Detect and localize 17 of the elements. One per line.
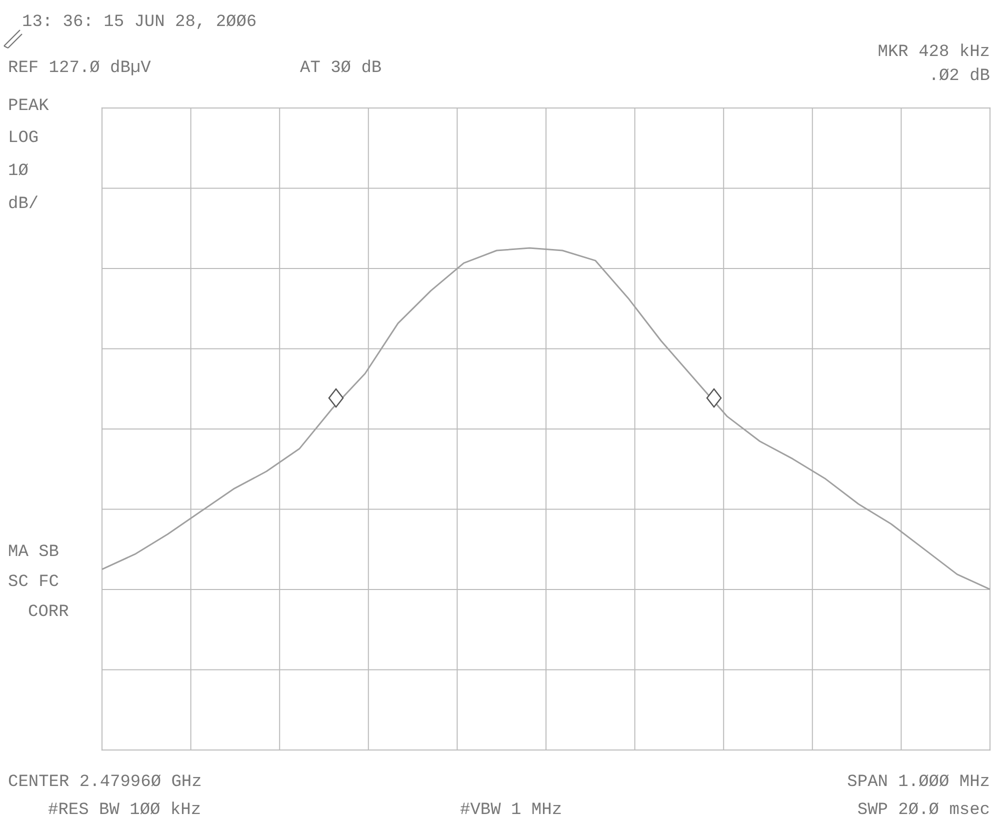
text: MA SB xyxy=(8,543,60,562)
text: #VBW 1 MHz xyxy=(460,801,562,820)
text: 1Ø xyxy=(8,162,28,181)
text: .Ø2 dB xyxy=(928,67,990,86)
text: PEAK xyxy=(8,97,50,116)
text: AT 3Ø dB xyxy=(300,59,382,78)
text: dB/ xyxy=(8,195,39,214)
text: CORR xyxy=(28,603,69,622)
text: SPAN 1.ØØØ MHz xyxy=(847,773,990,792)
text: #RES BW 1ØØ kHz xyxy=(48,801,202,820)
text: REF 127.Ø dBµV xyxy=(8,59,152,78)
text: SWP 2Ø.Ø msec xyxy=(857,801,990,820)
text: MKR 428 kHz xyxy=(878,43,990,62)
text: CENTER 2.47996Ø GHz xyxy=(8,773,202,792)
text: SC FC xyxy=(8,573,60,592)
chart-title: 13: 36: 15 JUN 28, 2ØØ6 xyxy=(22,13,257,32)
text: LOG xyxy=(8,129,39,148)
